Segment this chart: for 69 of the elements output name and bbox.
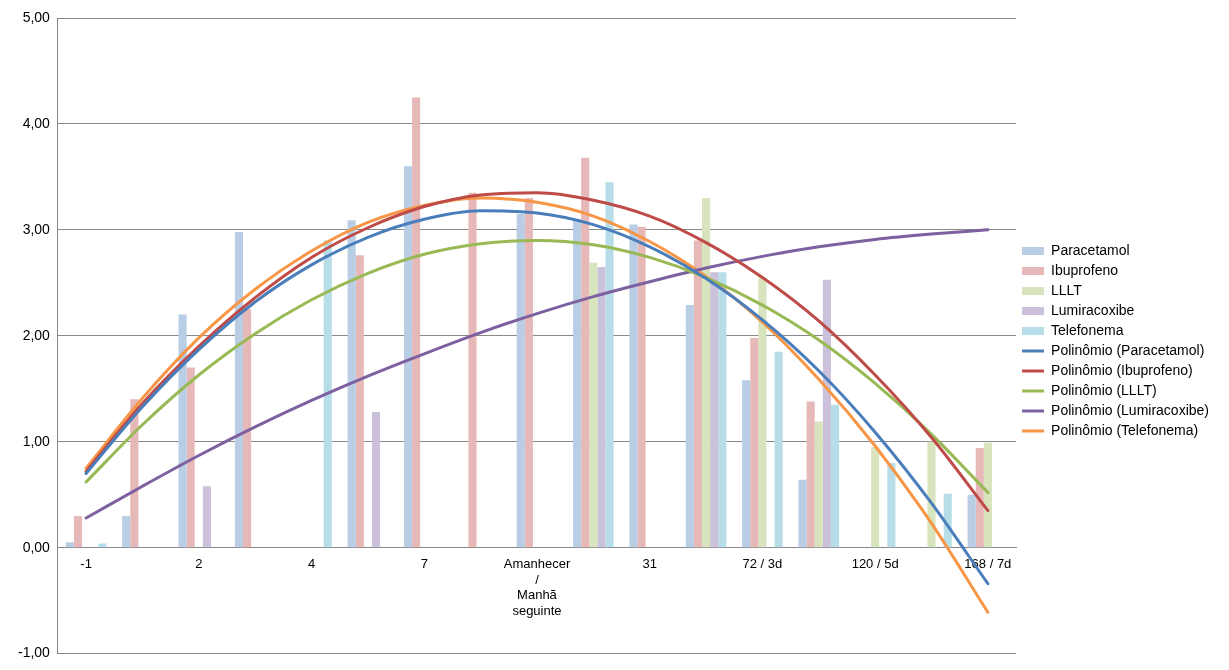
legend-label: Ibuprofeno [1051, 261, 1119, 278]
y-tick-label: -1,00 [17, 644, 51, 661]
y-tick-label: 5,00 [22, 8, 51, 25]
bar [122, 515, 131, 548]
bar [718, 272, 727, 548]
x-tick-label: 31 [642, 556, 657, 572]
bar [887, 462, 896, 548]
bar [742, 380, 751, 548]
bar [186, 367, 195, 548]
bar [750, 337, 759, 548]
bar [967, 494, 976, 548]
bar [798, 479, 807, 548]
legend-label: Polinômio (LLLT) [1051, 381, 1157, 398]
bar [243, 309, 252, 548]
legend-label: Paracetamol [1051, 241, 1130, 258]
bar [524, 198, 533, 548]
bar [202, 486, 211, 548]
bar [983, 442, 992, 548]
x-tick-label: Amanhecer / Manhã seguinte [503, 556, 571, 618]
bar [702, 198, 711, 548]
bar [629, 224, 638, 548]
legend-label: Polinômio (Paracetamol) [1051, 341, 1205, 358]
bar [605, 182, 614, 548]
bar [573, 219, 582, 548]
x-tick-label: -1 [80, 556, 92, 572]
x-tick-label: 4 [307, 556, 316, 572]
bar [693, 240, 703, 548]
bar [710, 272, 719, 548]
legend-label: Telefonema [1051, 321, 1124, 338]
bar [347, 220, 356, 548]
bar [516, 213, 525, 548]
y-tick-label: 1,00 [22, 432, 51, 449]
x-tick-label: 120 / 5d [851, 556, 899, 572]
x-tick-label: 7 [420, 556, 428, 572]
bar [637, 226, 646, 548]
bar [822, 279, 831, 548]
x-tick-label: 2 [195, 556, 203, 572]
x-tick-label: 72 / 3d [742, 556, 783, 572]
bar [830, 404, 840, 548]
legend-label: LLLT [1051, 281, 1083, 298]
bar [403, 166, 413, 548]
bar [774, 351, 783, 548]
bar [178, 314, 187, 548]
bar [589, 262, 598, 548]
bar [73, 515, 83, 548]
bar [814, 421, 823, 548]
legend-label: Lumiracoxibe [1051, 301, 1135, 318]
y-tick-label: 2,00 [22, 326, 51, 343]
bar [597, 266, 606, 548]
legend-label: Polinômio (Telefonema) [1051, 421, 1199, 438]
bar [975, 448, 984, 548]
bar [685, 305, 694, 548]
bar [355, 255, 364, 548]
bar [234, 231, 243, 548]
bar [581, 157, 590, 548]
legend-label: Polinômio (Ibuprofeno) [1051, 361, 1193, 378]
bar [412, 97, 421, 548]
bar [806, 401, 815, 548]
bar [323, 240, 332, 548]
y-tick-label: 4,00 [22, 114, 51, 131]
bar [871, 447, 880, 548]
bar [468, 192, 477, 548]
y-tick-label: 3,00 [22, 220, 51, 237]
bar [65, 542, 74, 548]
bar [758, 277, 767, 548]
y-tick-label: 0,00 [22, 538, 51, 555]
legend-label: Polinômio (Lumiracoxibe) [1051, 401, 1209, 418]
bar [371, 412, 381, 548]
bar [98, 543, 107, 548]
